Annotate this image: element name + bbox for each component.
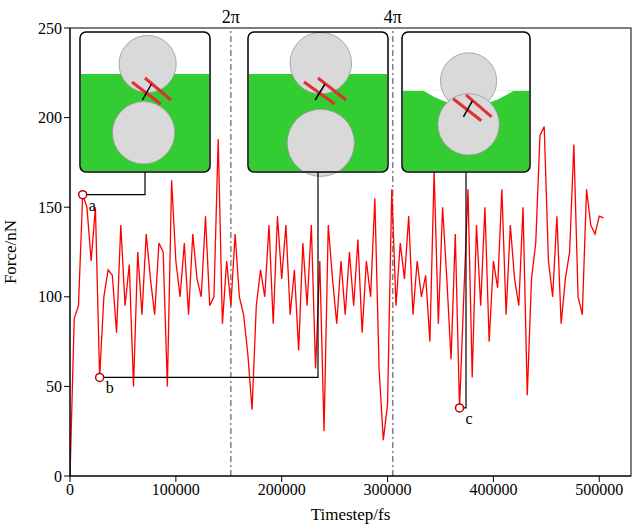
svg-text:100: 100 [38, 288, 62, 305]
svg-text:a: a [89, 197, 96, 214]
svg-text:400000: 400000 [469, 481, 517, 498]
svg-text:Timestep/fs: Timestep/fs [311, 505, 391, 524]
svg-text:0: 0 [54, 468, 62, 485]
svg-text:500000: 500000 [575, 481, 623, 498]
svg-text:200: 200 [38, 109, 62, 126]
svg-text:b: b [106, 379, 114, 396]
svg-text:200000: 200000 [258, 481, 306, 498]
svg-text:2π: 2π [222, 7, 240, 27]
svg-text:c: c [466, 410, 473, 427]
svg-text:300000: 300000 [364, 481, 412, 498]
svg-text:100000: 100000 [152, 481, 200, 498]
svg-text:4π: 4π [384, 7, 402, 27]
svg-text:150: 150 [38, 199, 62, 216]
svg-text:Force/nN: Force/nN [1, 220, 20, 284]
svg-text:250: 250 [38, 20, 62, 37]
svg-text:50: 50 [46, 378, 62, 395]
svg-text:0: 0 [66, 481, 74, 498]
